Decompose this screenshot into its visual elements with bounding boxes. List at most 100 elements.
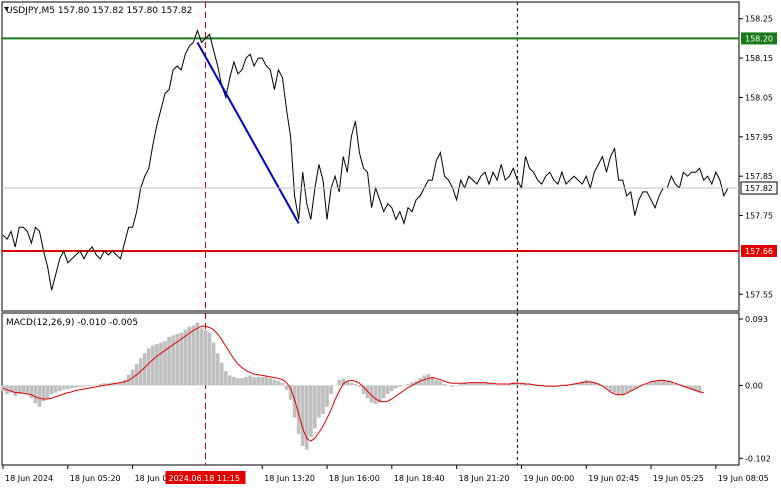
macd-bar — [98, 384, 103, 386]
price-tick-label: 157.55 — [745, 290, 773, 299]
time-tick-label: 18 Jun 21:20 — [459, 474, 510, 483]
macd-bar — [661, 379, 666, 386]
macd-bar — [466, 382, 471, 386]
macd-bar — [25, 385, 30, 394]
macd-bar — [471, 382, 475, 386]
macd-bar — [219, 362, 224, 386]
level-tag — [741, 32, 777, 45]
macd-bar — [515, 383, 520, 386]
time-marker-label: 2024.06.18 11:15 — [165, 471, 246, 484]
macd-bar — [357, 385, 362, 387]
macd-bar — [454, 385, 459, 386]
macd-bar — [211, 342, 216, 386]
macd-bar — [304, 385, 309, 450]
macd-bar — [584, 379, 589, 386]
macd-bar — [272, 379, 277, 386]
macd-bar — [1, 385, 5, 392]
macd-bar — [223, 371, 228, 386]
macd-bar — [309, 385, 313, 437]
time-axis: 18 Jun 2024 18 Jun 05:20 18 Jun 08 18 Jun 1… — [2, 465, 769, 483]
macd-bar — [418, 378, 422, 386]
macd-bar — [163, 341, 167, 386]
macd-bar — [70, 385, 74, 389]
time-tick-label: 18 Jun 13:20 — [264, 474, 315, 483]
macd-bar — [29, 385, 34, 399]
macd-bar — [523, 384, 528, 386]
macd-bar — [228, 375, 232, 386]
macd-bar — [669, 382, 674, 386]
macd-bar — [410, 382, 414, 386]
macd-bar — [256, 376, 260, 386]
macd-bar — [183, 329, 188, 386]
macd-bar — [576, 382, 580, 386]
macd-bar — [276, 381, 281, 386]
macd-bar — [685, 385, 690, 389]
macd-bar — [398, 385, 402, 387]
macd-bar — [641, 385, 645, 386]
macd-bar — [458, 384, 463, 386]
macd-bar — [17, 385, 22, 394]
macd-bar — [155, 344, 159, 386]
macd-tick-label: 0.00 — [745, 381, 763, 390]
macd-bar — [495, 384, 499, 386]
macd-bar — [151, 345, 155, 386]
macd-bar — [94, 384, 98, 386]
macd-bar — [620, 385, 625, 396]
price-tick-label: 158.05 — [745, 93, 773, 102]
macd-bar — [215, 353, 220, 386]
macd-bar — [284, 385, 289, 390]
macd-bar — [90, 385, 94, 386]
dropdown-arrow-icon[interactable] — [4, 7, 9, 11]
trend-line[interactable] — [196, 41, 300, 224]
macd-bar — [665, 381, 670, 386]
macd-bar — [527, 384, 532, 386]
macd-bar — [118, 382, 123, 386]
macd-bar — [483, 382, 487, 386]
macd-bar — [21, 385, 26, 393]
macd-bar — [446, 385, 451, 386]
macd-bar — [252, 376, 256, 386]
macd-bar — [519, 384, 524, 386]
macd-bar — [45, 385, 50, 399]
macd-bar — [317, 385, 321, 418]
macd-bar — [114, 382, 119, 386]
level-tag-label: 158.20 — [745, 34, 773, 43]
macd-bar — [260, 376, 265, 386]
macd-bar — [531, 385, 536, 386]
macd-bar — [122, 379, 127, 386]
macd-bar — [353, 384, 358, 386]
macd-bar — [82, 385, 86, 387]
macd-tick-label: 0.093 — [745, 315, 768, 324]
macd-bar — [697, 385, 702, 393]
macd-bar — [345, 381, 350, 386]
macd-bar — [138, 358, 143, 386]
macd-bar — [325, 385, 329, 407]
symbol-info-text: USDJPY,M5 157.80 157.82 157.80 157.82 — [6, 6, 192, 16]
macd-bar — [207, 332, 212, 386]
macd-bar — [337, 379, 341, 386]
price-panel-frame — [1, 1, 740, 312]
macd-bar — [321, 385, 325, 414]
macd-bar — [422, 375, 427, 386]
macd-bar — [203, 329, 208, 386]
macd-bar — [236, 378, 240, 386]
macd-bar — [102, 383, 107, 386]
macd-bar — [240, 378, 244, 386]
macd-bar — [633, 385, 637, 389]
macd-bar — [57, 385, 62, 392]
macd-bar — [612, 385, 617, 393]
macd-bar — [53, 385, 58, 393]
macd-bar — [13, 385, 17, 397]
macd-bar — [390, 385, 394, 392]
macd-bar — [677, 385, 682, 386]
time-tick-label: 19 Jun 02:45 — [588, 474, 639, 483]
macd-bar — [649, 382, 653, 386]
macd-bar — [159, 342, 163, 386]
macd-bar — [653, 381, 657, 386]
macd-bar — [313, 385, 317, 429]
macd-bar — [487, 383, 491, 386]
macd-bar — [450, 385, 455, 387]
price-tick-label: 157.85 — [745, 172, 773, 181]
